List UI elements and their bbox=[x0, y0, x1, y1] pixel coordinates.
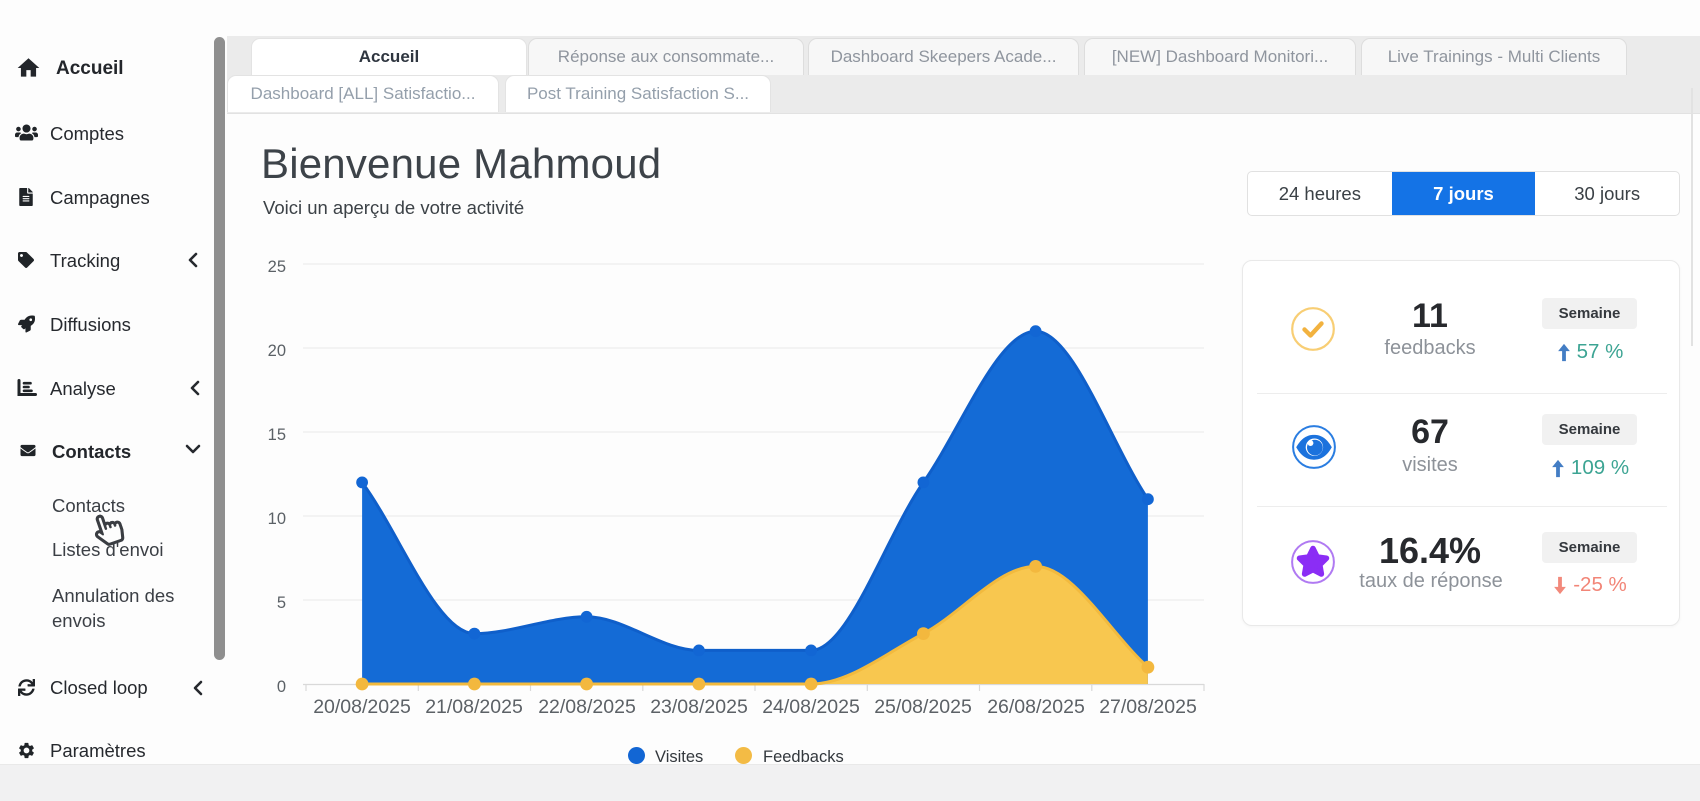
svg-text:5: 5 bbox=[277, 594, 286, 612]
svg-text:15: 15 bbox=[268, 426, 286, 444]
svg-text:23/08/2025: 23/08/2025 bbox=[650, 696, 748, 718]
svg-text:25: 25 bbox=[268, 258, 286, 276]
svg-text:25/08/2025: 25/08/2025 bbox=[874, 696, 972, 718]
svg-text:10: 10 bbox=[268, 510, 286, 528]
svg-text:0: 0 bbox=[277, 678, 286, 696]
svg-text:21/08/2025: 21/08/2025 bbox=[425, 696, 523, 718]
svg-text:20/08/2025: 20/08/2025 bbox=[313, 696, 411, 718]
svg-text:22/08/2025: 22/08/2025 bbox=[538, 696, 636, 718]
svg-text:27/08/2025: 27/08/2025 bbox=[1099, 696, 1197, 718]
svg-text:24/08/2025: 24/08/2025 bbox=[762, 696, 860, 718]
svg-text:20: 20 bbox=[268, 342, 286, 360]
svg-text:26/08/2025: 26/08/2025 bbox=[987, 696, 1085, 718]
